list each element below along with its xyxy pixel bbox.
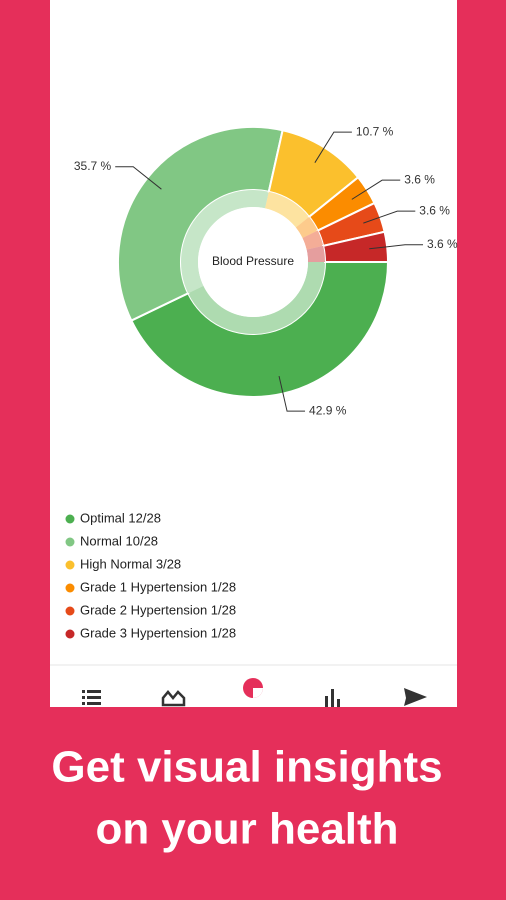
caption-line: on your health [95, 805, 398, 854]
slice-label: 3.6 % [419, 203, 450, 217]
leader-line [363, 210, 416, 224]
nav-pie[interactable] [243, 678, 263, 698]
slice-label: 3.6 % [404, 172, 435, 186]
nav-bars[interactable] [325, 689, 340, 707]
inner-ring [302, 230, 324, 250]
legend-label: Normal 10/28 [80, 533, 158, 548]
inner-ring [265, 191, 310, 228]
leader-line [115, 166, 162, 190]
nav-send[interactable] [404, 688, 427, 706]
inner-ring [295, 216, 318, 238]
legend-swatch [65, 583, 75, 593]
caption-line: Get visual insights [51, 743, 442, 792]
legend-swatch [65, 629, 75, 639]
legend-swatch [65, 560, 75, 570]
legend-label: Grade 1 Hypertension 1/28 [80, 579, 236, 594]
legend-label: Grade 3 Hypertension 1/28 [80, 625, 236, 640]
legend-label: Optimal 12/28 [80, 510, 161, 525]
legend: Optimal 12/28 Normal 10/28 High Normal 3/2… [65, 510, 236, 640]
inner-ring [181, 190, 269, 294]
nav-list[interactable] [82, 690, 101, 705]
slice [321, 230, 390, 263]
slice-label: 3.6 % [427, 237, 458, 251]
leader-line [278, 375, 306, 412]
legend-swatch [65, 537, 75, 547]
legend-swatch [65, 514, 75, 524]
center-label: Blood Pressure [212, 254, 294, 268]
legend-label: High Normal 3/28 [80, 556, 181, 571]
leader-line [351, 179, 401, 200]
donut-chart: 42.9 % 35.7 % 10.7 % 3.6 % 3.6 % 3.6 % Blood P… [74, 124, 458, 417]
inner-ring [188, 262, 325, 334]
legend-label: Grade 2 Hypertension 1/28 [80, 602, 236, 617]
slice [130, 261, 390, 398]
slice-label: 42.9 % [309, 403, 347, 417]
slice-label: 35.7 % [74, 159, 112, 173]
donut-hole [198, 207, 308, 317]
legend-swatch [65, 606, 75, 616]
leader-line [314, 131, 352, 163]
slice-label: 10.7 % [356, 124, 394, 138]
leader-line [369, 244, 424, 250]
inner-ring [306, 245, 325, 262]
nav-trend[interactable] [161, 690, 186, 707]
slice [117, 126, 284, 322]
